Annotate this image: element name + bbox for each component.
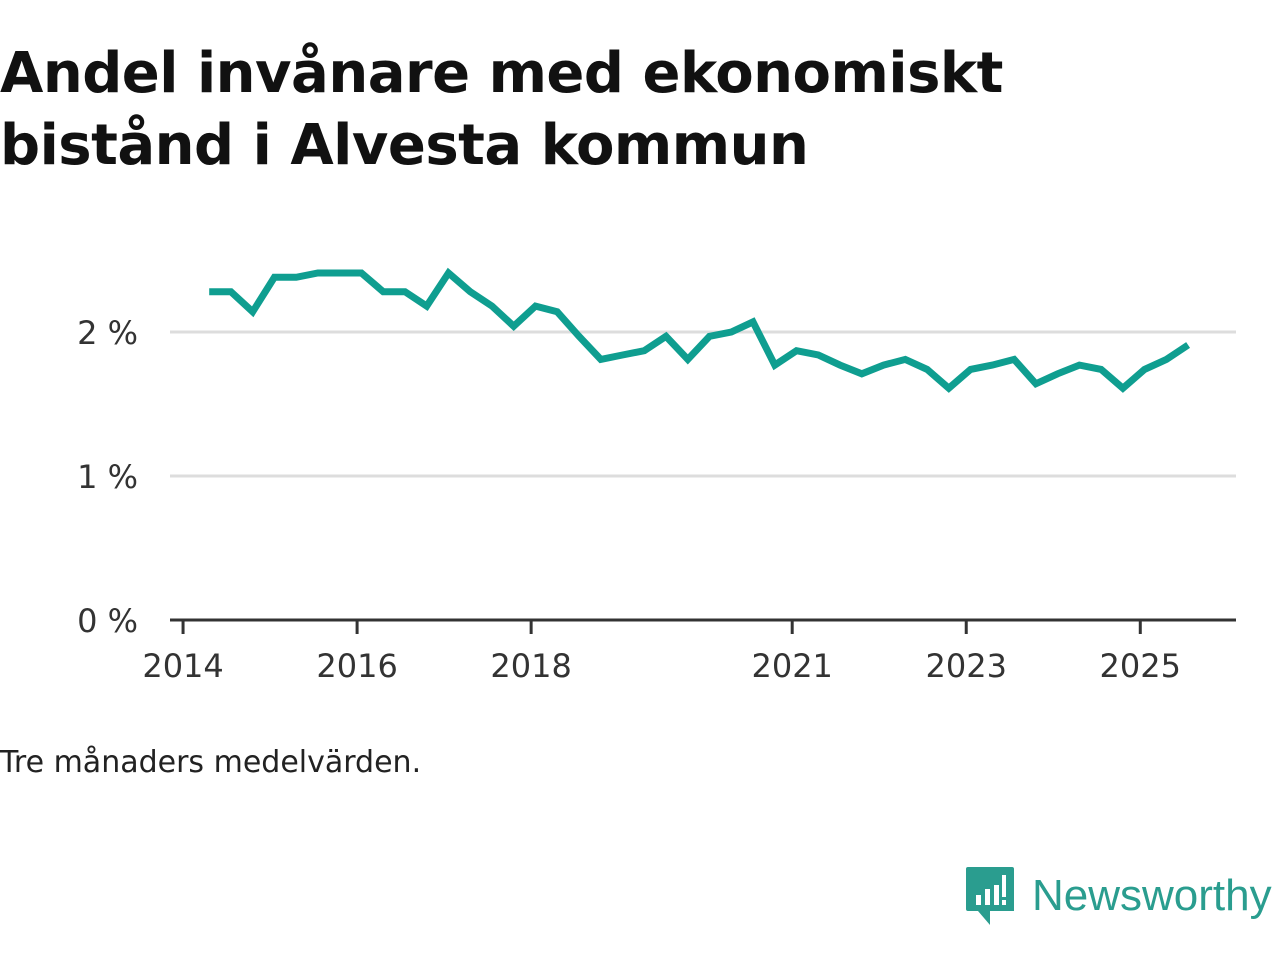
x-tick-label: 2025 — [1100, 647, 1181, 685]
newsworthy-logo-icon — [966, 867, 1014, 925]
brand-logo: Newsworthy — [964, 864, 1272, 928]
x-axis — [170, 618, 1236, 634]
x-tick-label: 2023 — [926, 647, 1007, 685]
gridlines — [170, 330, 1236, 478]
chart-note: Tre månaders medelvärden. — [0, 745, 422, 780]
y-axis-labels: 0 % 1 % 2 % — [77, 314, 138, 640]
x-axis-labels: 2014 2016 2018 2021 2023 2025 — [142, 647, 1181, 685]
brand-name: Newsworthy — [1032, 871, 1272, 920]
y-tick-label: 1 % — [77, 458, 138, 496]
x-tick-label: 2016 — [316, 647, 397, 685]
series-layer — [209, 267, 1191, 393]
series-line — [209, 267, 1191, 393]
x-tick-label: 2018 — [490, 647, 571, 685]
chart-title: Andel invånare med ekonomiskt bistånd i … — [0, 41, 1003, 178]
y-tick-label: 2 % — [77, 314, 138, 352]
x-tick-label: 2021 — [751, 647, 832, 685]
line-chart: 0 % 1 % 2 % 2014 2016 2018 2021 2023 2025 — [77, 267, 1236, 685]
y-tick-label: 0 % — [77, 602, 138, 640]
x-tick-label: 2014 — [142, 647, 223, 685]
